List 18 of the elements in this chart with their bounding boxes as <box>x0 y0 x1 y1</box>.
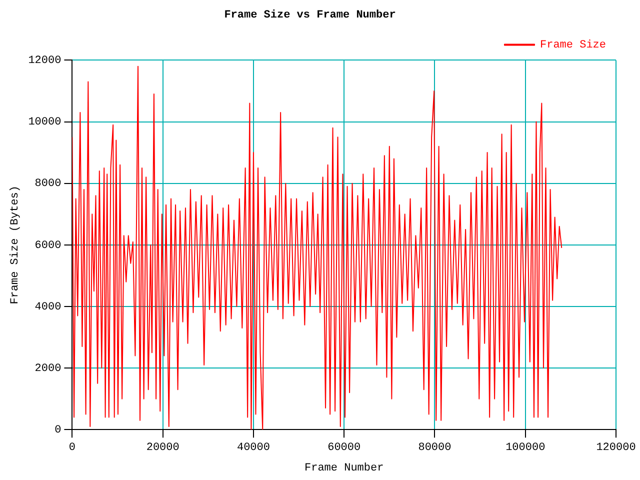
x-tick-label: 120000 <box>596 442 636 454</box>
x-tick-label: 40000 <box>236 442 270 454</box>
legend-label: Frame Size <box>540 40 606 52</box>
y-tick-label: 4000 <box>34 301 62 314</box>
x-tick-label: 0 <box>68 442 76 454</box>
y-axis-title: Frame Size (Bytes) <box>10 185 22 304</box>
y-tick-label: 6000 <box>34 240 62 252</box>
y-tick-label: 0 <box>54 424 62 437</box>
x-tick-label: 60000 <box>328 442 361 454</box>
x-tick-label: 100000 <box>506 442 546 454</box>
y-tick-label: 2000 <box>34 362 62 375</box>
x-tick-label: 20000 <box>146 442 180 454</box>
y-tick-label: 12000 <box>28 55 62 68</box>
x-tick-label: 80000 <box>418 442 452 454</box>
chart-title: Frame Size vs Frame Number <box>224 9 396 22</box>
x-axis-title: Frame Number <box>304 462 384 474</box>
y-tick-label: 8000 <box>34 178 62 190</box>
y-tick-label: 10000 <box>28 116 62 129</box>
